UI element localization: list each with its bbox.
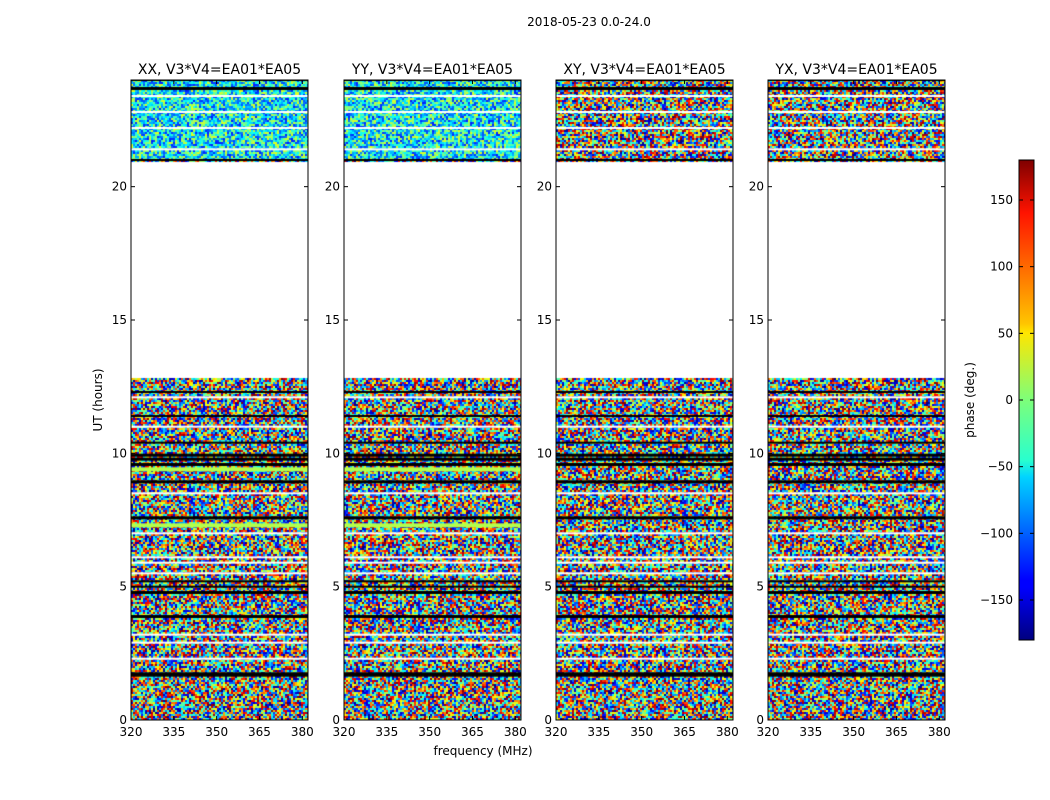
x-tick-label: 335 [799,725,822,739]
figure-title: 2018-05-23 0.0-24.0 [527,15,651,29]
panel-frame [343,79,522,721]
y-tick-label: 20 [537,180,552,194]
x-tick-label: 320 [545,725,568,739]
y-axis-label: UT (hours) [91,368,105,431]
colorbar-label: phase (deg.) [963,362,977,438]
y-tick-label: 5 [756,580,764,594]
y-tick-label: 20 [325,180,340,194]
x-axis-label: frequency (MHz) [433,744,532,758]
x-tick-label: 320 [120,725,143,739]
y-tick-label: 15 [749,313,764,327]
panel-frame [767,79,946,721]
panel-yy: YY, V3*V4=EA01*EA05 320 335 350 365 380 0 5 10 15… [325,62,527,739]
colorbar-tick-label: 150 [990,193,1013,207]
x-tick-label: 380 [716,725,739,739]
y-tick-label: 5 [332,580,340,594]
panel-title: XX, V3*V4=EA01*EA05 [138,62,301,78]
panel-title: YX, V3*V4=EA01*EA05 [774,62,937,78]
panel-title: YY, V3*V4=EA01*EA05 [351,62,513,78]
x-tick-label: 380 [291,725,314,739]
y-tick-label: 5 [119,580,127,594]
x-tick-label: 350 [842,725,865,739]
y-tick-label: 10 [325,446,340,460]
y-tick-label: 5 [544,580,552,594]
colorbar: −150 −100 −50 0 50 100 150 [980,159,1035,641]
panel-xx: XX, V3*V4=EA01*EA05 320 335 350 365 380 0 5 10 15… [112,62,314,739]
x-tick-label: 365 [885,725,908,739]
colorbar-tick-label: 50 [998,326,1013,340]
panel-frame [130,79,309,721]
phase-image-xy [556,80,733,720]
y-tick-label: 10 [112,446,127,460]
x-tick-label: 320 [757,725,780,739]
x-tick-label: 335 [162,725,185,739]
colorbar-tick-label: −150 [980,593,1013,607]
colorbar-tick-label: 100 [990,260,1013,274]
y-tick-label: 0 [756,713,764,727]
y-tick-label: 15 [325,313,340,327]
x-tick-label: 350 [418,725,441,739]
panel-xy: XY, V3*V4=EA01*EA05 320 335 350 365 380 0 5 10 15… [537,62,739,739]
x-tick-label: 350 [630,725,653,739]
y-tick-label: 20 [749,180,764,194]
y-tick-label: 0 [332,713,340,727]
panel-yx: YX, V3*V4=EA01*EA05 320 335 350 365 380 0 5 10 15… [749,62,951,739]
y-tick-label: 0 [119,713,127,727]
x-tick-label: 335 [375,725,398,739]
x-tick-label: 365 [461,725,484,739]
x-tick-label: 380 [504,725,527,739]
phase-image-yx [768,80,945,720]
colorbar-tick-label: −50 [988,460,1013,474]
x-tick-label: 350 [205,725,228,739]
y-tick-label: 10 [537,446,552,460]
panel-frame [555,79,734,721]
colorbar-tick-label: −100 [980,526,1013,540]
panel-title: XY, V3*V4=EA01*EA05 [563,62,725,78]
colorbar-tick-label: 0 [1005,393,1013,407]
x-tick-label: 365 [248,725,271,739]
x-tick-label: 380 [928,725,951,739]
y-tick-label: 10 [749,446,764,460]
x-tick-label: 335 [587,725,610,739]
y-tick-label: 0 [544,713,552,727]
y-tick-label: 15 [112,313,127,327]
x-tick-label: 320 [333,725,356,739]
panels: XX, V3*V4=EA01*EA05 320 335 350 365 380 0 5 10 15… [112,62,951,739]
x-tick-label: 365 [673,725,696,739]
phase-image-xx [131,80,308,720]
y-tick-label: 20 [112,180,127,194]
phase-image-yy [344,80,521,720]
y-tick-label: 15 [537,313,552,327]
